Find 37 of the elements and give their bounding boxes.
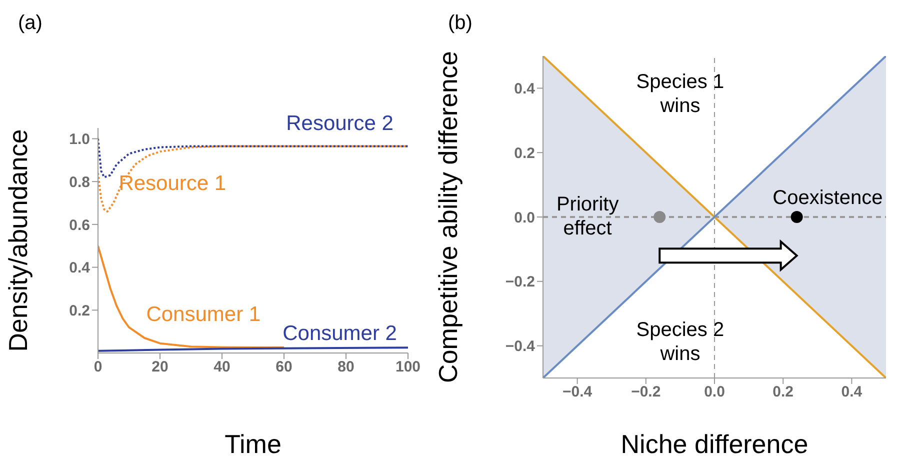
chart-title: (b) <box>448 12 472 35</box>
x-tick-label: 20 <box>152 358 168 376</box>
y-tick-label: 0.0 <box>514 209 535 226</box>
x-tick-label: −0.4 <box>562 384 593 401</box>
line-series <box>98 145 408 213</box>
y-tick-label: 0.2 <box>69 302 90 320</box>
y-tick-label: 0.8 <box>69 174 90 191</box>
annotation: Priority effect <box>556 194 619 240</box>
series-label: Consumer 1 <box>146 302 261 326</box>
x-tick-label: 0 <box>94 358 102 376</box>
x-tick-label: 0.4 <box>841 384 863 401</box>
y-tick-label: 1.0 <box>69 131 90 148</box>
x-tick-label: 80 <box>338 358 354 376</box>
chart-title: (a) <box>18 12 42 35</box>
annotation: Coexistence <box>772 187 883 210</box>
x-axis-title: Time <box>224 429 282 459</box>
x-tick-label: 0.2 <box>772 384 794 401</box>
x-tick-label: 0.0 <box>704 384 725 401</box>
x-axis-title: Niche difference <box>620 429 808 459</box>
x-tick-label: −0.2 <box>631 384 661 401</box>
y-tick-label: −0.2 <box>505 274 535 291</box>
y-tick-label: 0.4 <box>69 260 91 277</box>
annotation: Species 2 wins <box>636 319 724 366</box>
line-series <box>98 244 285 348</box>
series-label: Consumer 2 <box>282 322 397 346</box>
y-axis-title: Competitive ability difference <box>433 51 464 383</box>
y-tick-label: −0.4 <box>505 338 536 356</box>
y-tick-label: 0.6 <box>69 216 90 234</box>
y-axis-title: Density/abundance <box>3 129 34 352</box>
x-tick-label: 40 <box>214 358 230 376</box>
x-tick-label: 100 <box>395 358 421 376</box>
series-label: Resource 1 <box>118 172 226 196</box>
x-tick-label: 60 <box>276 358 292 376</box>
annotation: Species 1 wins <box>636 71 724 118</box>
y-tick-label: 0.4 <box>514 80 536 98</box>
series-label: Resource 2 <box>286 112 394 136</box>
y-tick-label: 0.2 <box>514 144 535 162</box>
